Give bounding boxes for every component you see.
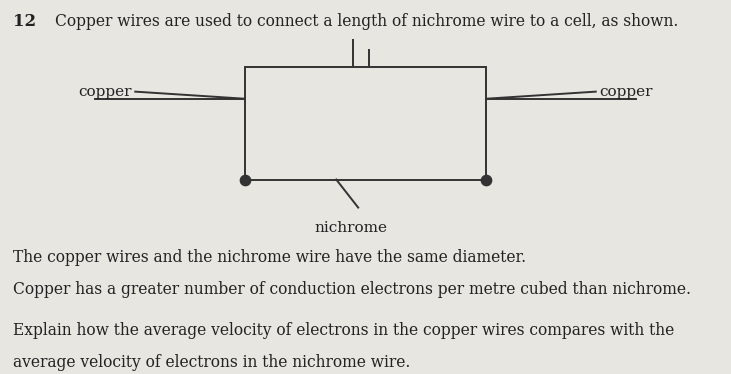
Text: nichrome: nichrome [314, 221, 387, 234]
Bar [245, 67, 486, 180]
Text: 12: 12 [13, 13, 37, 30]
Text: Explain how the average velocity of electrons in the copper wires compares with : Explain how the average velocity of elec… [13, 322, 675, 339]
Point [480, 177, 492, 183]
Text: average velocity of electrons in the nichrome wire.: average velocity of electrons in the nic… [13, 354, 411, 371]
Point [239, 177, 251, 183]
Text: The copper wires and the nichrome wire have the same diameter.: The copper wires and the nichrome wire h… [13, 249, 526, 266]
Text: Copper has a greater number of conduction electrons per metre cubed than nichrom: Copper has a greater number of conductio… [13, 280, 691, 297]
Text: copper: copper [599, 85, 653, 99]
Text: Copper wires are used to connect a length of nichrome wire to a cell, as shown.: Copper wires are used to connect a lengt… [55, 13, 678, 30]
Text: copper: copper [78, 85, 132, 99]
